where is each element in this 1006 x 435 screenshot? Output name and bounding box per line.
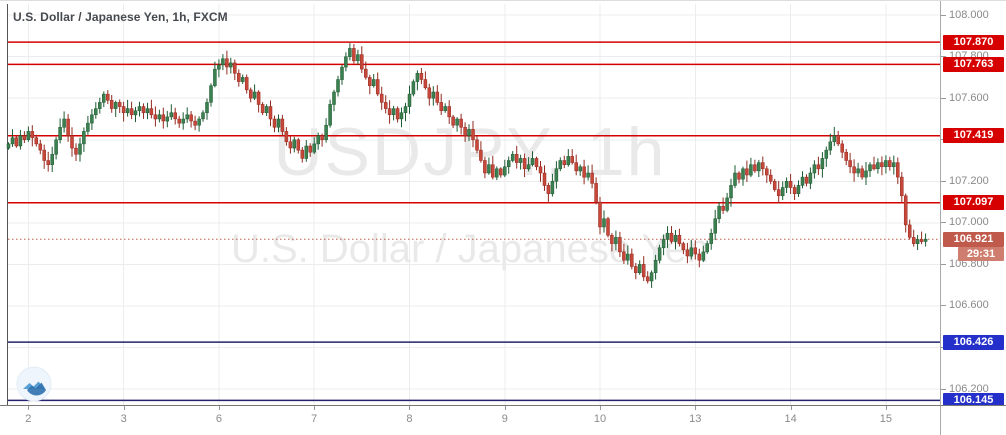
price-axis-tick — [941, 97, 946, 99]
price-axis-tick — [941, 222, 946, 224]
time-axis-tick — [504, 406, 506, 410]
price-chart-plot[interactable]: USDJPY, 1h U.S. Dollar / Japanese Yen U.… — [0, 1, 940, 405]
price-axis-label: 107.200 — [949, 174, 989, 187]
price-axis-tick — [941, 180, 946, 182]
support-price-label: 106.426 — [943, 334, 1004, 350]
time-axis-tick — [314, 406, 316, 410]
price-axis-tick — [941, 56, 946, 58]
price-axis-tick — [941, 14, 946, 16]
time-axis-tick — [218, 406, 220, 410]
resistance-price-label: 107.763 — [943, 56, 1004, 72]
bar-countdown-label: 29:31 — [958, 247, 1004, 262]
time-axis-label: 6 — [215, 413, 222, 425]
time-axis-label: 9 — [501, 413, 508, 425]
time-axis-tick — [28, 406, 30, 410]
resistance-price-label: 107.870 — [943, 34, 1004, 50]
time-axis-label: 13 — [689, 413, 702, 425]
price-axis-label: 107.000 — [949, 216, 989, 229]
time-axis-tick — [790, 406, 792, 410]
time-axis-tick — [409, 406, 411, 410]
time-axis-label: 8 — [406, 413, 413, 425]
price-axis-tick — [941, 305, 946, 307]
candlestick-canvas[interactable] — [0, 1, 940, 405]
time-axis-tick — [695, 406, 697, 410]
time-axis-tick — [885, 406, 887, 410]
price-axis-label: 106.200 — [949, 382, 989, 395]
resistance-price-label: 107.419 — [943, 128, 1004, 144]
time-axis-label: 2 — [25, 413, 32, 425]
price-axis-label: 107.600 — [949, 91, 989, 104]
resistance-price-label: 107.097 — [943, 195, 1004, 211]
time-axis-label: 7 — [311, 413, 318, 425]
resistance-lines[interactable] — [8, 41, 940, 204]
support-lines[interactable] — [8, 341, 940, 402]
price-axis-label: 108.000 — [949, 8, 989, 21]
time-axis-tick — [123, 406, 125, 410]
time-axis[interactable]: 2 3 6 7 8 9 10 13 14 15 — [0, 405, 940, 435]
price-axis-label: 106.600 — [949, 299, 989, 312]
time-axis-label: 14 — [784, 413, 797, 425]
time-axis-label: 10 — [593, 413, 607, 425]
tradingview-logo[interactable] — [16, 366, 52, 402]
candlestick-series — [6, 43, 928, 288]
price-axis-tick — [941, 388, 946, 390]
axis-corner — [940, 405, 1006, 435]
time-axis-label: 3 — [120, 413, 127, 425]
time-axis-tick — [600, 406, 602, 410]
price-axis[interactable]: 108.000107.800107.600107.400107.200107.0… — [940, 1, 1006, 408]
tradingview-logo-icon — [16, 366, 52, 402]
price-axis-tick — [941, 263, 946, 265]
time-axis-label: 15 — [879, 413, 892, 425]
current-price-label: 106.921 — [943, 231, 1004, 247]
symbol-title[interactable]: U.S. Dollar / Japanese Yen, 1h, FXCM — [13, 10, 228, 24]
support-price-label: 106.145 — [943, 392, 1004, 408]
